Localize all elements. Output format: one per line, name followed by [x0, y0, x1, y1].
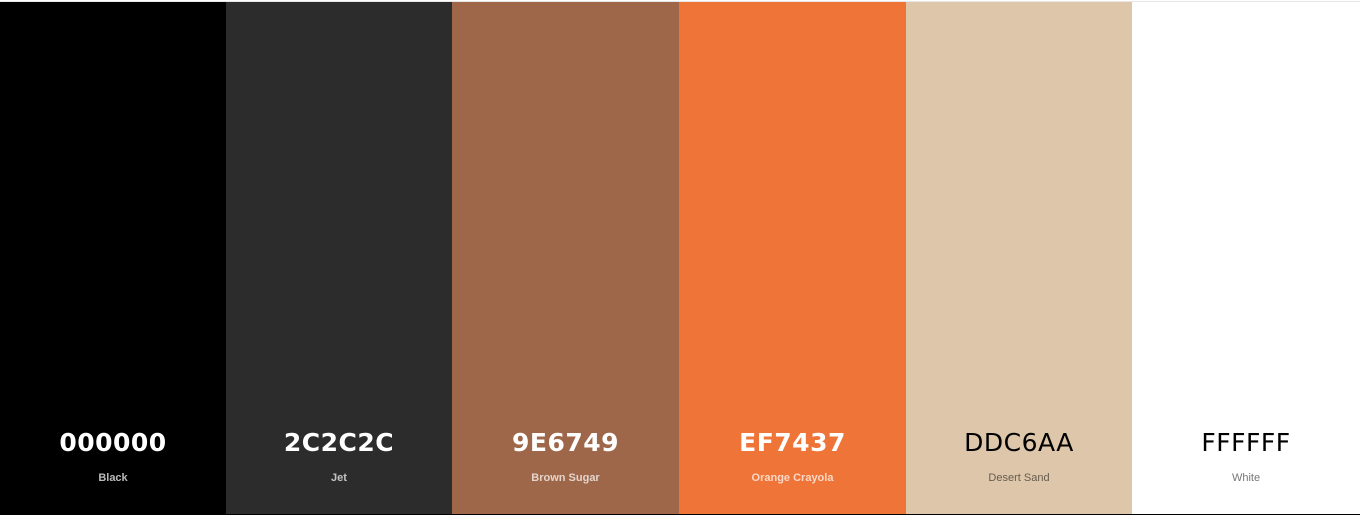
hex-code[interactable]: 000000 [59, 428, 167, 457]
hex-code[interactable]: EF7437 [739, 428, 846, 457]
swatch-info: EF7437 Orange Crayola [679, 425, 906, 485]
color-name: Desert Sand [988, 472, 1050, 484]
color-name: Orange Crayola [751, 472, 834, 484]
swatch-jet[interactable]: 2C2C2C Jet [226, 2, 452, 514]
swatch-info: FFFFFF White [1132, 425, 1360, 485]
swatch-info: 2C2C2C Jet [226, 425, 452, 485]
swatch-brown-sugar[interactable]: 9E6749 Brown Sugar [452, 2, 679, 514]
swatch-orange-crayola[interactable]: EF7437 Orange Crayola [679, 2, 906, 514]
swatch-black[interactable]: 000000 Black [0, 2, 226, 514]
swatch-info: 9E6749 Brown Sugar [452, 425, 679, 485]
color-name: Black [98, 472, 128, 484]
hex-code[interactable]: 2C2C2C [283, 428, 395, 457]
color-name: Brown Sugar [531, 472, 600, 484]
color-name: Jet [331, 472, 347, 484]
hex-code[interactable]: 9E6749 [511, 428, 620, 457]
swatch-info: 000000 Black [0, 425, 226, 485]
hex-code[interactable]: DDC6AA [964, 428, 1074, 457]
swatch-white[interactable]: FFFFFF White [1132, 2, 1360, 514]
hex-code[interactable]: FFFFFF [1201, 428, 1291, 457]
swatch-desert-sand[interactable]: DDC6AA Desert Sand [906, 2, 1132, 514]
swatch-info: DDC6AA Desert Sand [906, 425, 1132, 485]
color-name: White [1231, 472, 1261, 484]
